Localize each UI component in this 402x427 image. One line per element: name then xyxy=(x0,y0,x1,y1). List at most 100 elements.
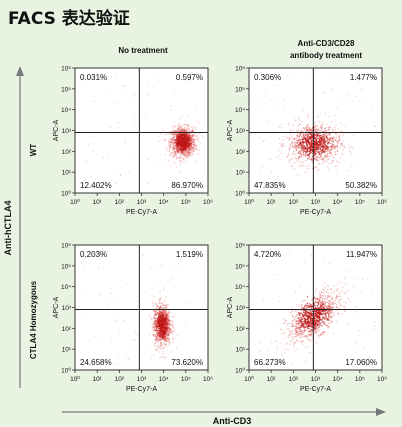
scatter-point xyxy=(186,132,189,135)
scatter-point xyxy=(324,143,326,145)
scatter-point xyxy=(336,320,338,323)
scatter-point xyxy=(308,306,310,309)
scatter-point xyxy=(158,324,160,326)
scatter-point xyxy=(154,324,157,326)
scatter-point xyxy=(188,151,190,153)
scatter-point xyxy=(324,138,326,140)
scatter-point xyxy=(192,153,194,155)
scatter-point xyxy=(316,298,319,300)
scatter-point xyxy=(187,153,189,155)
scatter-point xyxy=(351,101,353,103)
scatter-point xyxy=(192,139,194,141)
scatter-point xyxy=(191,130,193,132)
scatter-point xyxy=(351,145,353,148)
scatter-point xyxy=(166,307,168,309)
scatter-point xyxy=(179,130,181,132)
scatter-point xyxy=(328,116,330,118)
scatter-point xyxy=(186,146,188,149)
scatter-point xyxy=(171,141,174,144)
scatter-point xyxy=(328,155,331,157)
scatter-point xyxy=(170,331,172,333)
scatter-point xyxy=(334,151,336,153)
scatter-point xyxy=(318,135,321,137)
scatter-point xyxy=(321,313,323,316)
scatter-point xyxy=(164,317,166,320)
scatter-point xyxy=(158,300,161,303)
scatter-point xyxy=(336,283,339,286)
scatter-point xyxy=(193,144,196,146)
scatter-point xyxy=(313,333,315,335)
scatter-point xyxy=(161,327,163,330)
scatter-point xyxy=(180,141,182,143)
scatter-point xyxy=(315,301,317,303)
scatter-point xyxy=(310,328,312,331)
scatter-point xyxy=(345,310,347,312)
scatter-point xyxy=(320,146,322,148)
scatter-point xyxy=(185,143,187,145)
scatter-point xyxy=(331,121,333,123)
scatter-point xyxy=(324,160,327,163)
scatter-point xyxy=(184,154,186,156)
scatter-point xyxy=(185,147,187,149)
scatter-plot-1: 10⁰10⁰10¹10¹10²10²10³10³10⁴10⁴10⁵10⁵10⁶1… xyxy=(53,66,213,217)
scatter-point xyxy=(295,320,297,322)
scatter-point xyxy=(282,143,284,145)
scatter-point xyxy=(305,146,307,149)
scatter-point xyxy=(336,146,339,149)
scatter-point xyxy=(325,306,327,308)
scatter-point xyxy=(159,297,162,300)
scatter-point xyxy=(181,162,183,164)
scatter-point xyxy=(168,340,170,342)
scatter-point xyxy=(157,334,159,337)
scatter-point xyxy=(308,323,310,326)
scatter-point xyxy=(154,318,156,320)
scatter-point xyxy=(183,140,185,143)
scatter-point xyxy=(286,137,288,139)
scatter-point xyxy=(270,262,272,264)
scatter-point xyxy=(335,150,337,152)
scatter-point xyxy=(165,310,167,313)
scatter-point xyxy=(313,136,315,138)
scatter-point xyxy=(301,149,304,152)
scatter-point xyxy=(308,127,310,129)
scatter-point xyxy=(373,328,375,330)
scatter-point xyxy=(168,329,170,331)
scatter-point xyxy=(305,150,307,152)
scatter-point xyxy=(310,128,312,130)
scatter-point xyxy=(184,156,186,158)
scatter-point xyxy=(154,317,156,319)
scatter-point xyxy=(165,336,167,338)
scatter-point xyxy=(179,136,181,139)
scatter-point xyxy=(311,305,313,307)
x-tick-label: 10⁵ xyxy=(355,376,365,383)
scatter-point xyxy=(311,146,313,148)
scatter-point xyxy=(318,151,320,153)
scatter-point xyxy=(300,325,302,327)
scatter-point xyxy=(181,130,183,133)
scatter-point xyxy=(303,135,305,138)
scatter-point xyxy=(81,290,83,292)
scatter-point xyxy=(182,130,184,132)
scatter-point xyxy=(157,336,160,338)
scatter-point xyxy=(181,152,183,154)
scatter-point xyxy=(310,135,312,137)
scatter-point xyxy=(295,292,296,293)
scatter-point xyxy=(356,311,358,313)
scatter-point xyxy=(163,339,165,341)
scatter-point xyxy=(323,313,325,315)
scatter-point xyxy=(176,138,179,140)
scatter-point xyxy=(159,306,161,309)
scatter-point xyxy=(187,151,189,153)
quadrant-upper-right: 1.477% xyxy=(350,73,377,82)
row-label-1: WT xyxy=(29,144,38,157)
scatter-point xyxy=(173,138,175,140)
scatter-point xyxy=(185,152,187,154)
scatter-point xyxy=(317,321,319,323)
scatter-point xyxy=(187,141,189,143)
scatter-point xyxy=(309,76,311,78)
scatter-point xyxy=(169,142,171,144)
scatter-point xyxy=(191,146,193,149)
scatter-point xyxy=(321,149,324,152)
scatter-point xyxy=(88,143,90,145)
scatter-point xyxy=(146,347,148,349)
